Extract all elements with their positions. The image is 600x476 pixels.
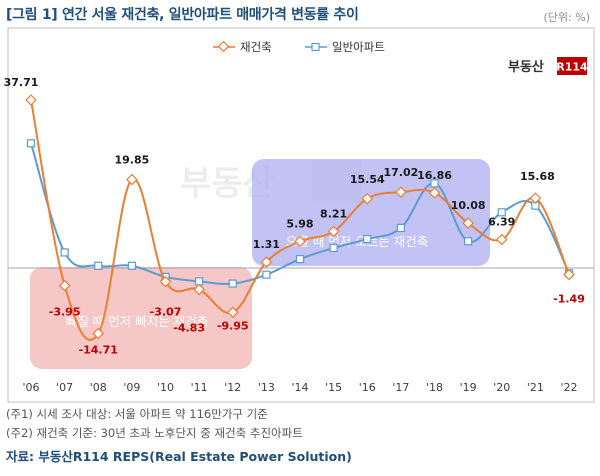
point-reconstruction — [159, 275, 172, 288]
point-general — [396, 223, 405, 233]
data-label: -14.71 — [79, 344, 118, 357]
x-tick-label: '08 — [90, 381, 107, 394]
point-general — [262, 270, 271, 279]
point-reconstruction — [529, 192, 542, 204]
chart-title: [그림 1] 연간 서울 재건축, 일반아파트 매매가격 변동률 추이 — [6, 7, 359, 23]
x-tick-label: '11 — [191, 381, 208, 394]
point-general — [295, 254, 305, 264]
footnote-2: (주2) 재건축 기준: 30년 초과 노후단지 중 재건축 추진아파트 — [6, 426, 303, 440]
point-reconstruction — [260, 256, 273, 268]
svg-text:부동산: 부동산 — [508, 59, 544, 75]
legend-reconstruction: 재건축 — [240, 40, 272, 54]
point-general — [497, 208, 506, 217]
data-label: 8.21 — [320, 207, 347, 220]
point-general — [26, 139, 36, 148]
point-reconstruction — [495, 233, 508, 246]
data-label: 10.08 — [451, 199, 486, 212]
point-reconstruction — [327, 225, 340, 238]
x-tick-label: '16 — [359, 381, 376, 394]
point-reconstruction — [395, 186, 407, 198]
legend: 재건축 일반아파트 — [213, 40, 385, 54]
data-label: 15.54 — [350, 173, 385, 186]
point-general — [60, 248, 69, 257]
x-tick-label: '14 — [291, 381, 308, 394]
data-label: -3.95 — [49, 306, 81, 319]
source-line: 자료: 부동산R114 REPS(Real Estate Power Solut… — [6, 449, 352, 464]
point-reconstruction — [428, 187, 441, 199]
x-tick-label: '10 — [157, 381, 174, 394]
brand-logo: 부동산 R114 — [508, 57, 588, 75]
data-label: 16.86 — [417, 169, 452, 182]
series-line-0 — [30, 99, 570, 341]
data-label: -9.95 — [217, 319, 249, 332]
svg-text:R114: R114 — [556, 61, 588, 74]
point-reconstruction — [361, 192, 374, 205]
footnotes: (주1) 시세 조사 대상: 서울 아파트 약 116만가구 기준 (주2) 재… — [6, 405, 303, 443]
data-label: -3.07 — [150, 306, 182, 319]
legend-general: 일반아파트 — [332, 40, 385, 54]
point-reconstruction — [58, 279, 71, 292]
point-reconstruction — [226, 306, 239, 319]
point-general — [228, 279, 237, 288]
plot-frame — [7, 27, 595, 403]
point-general — [430, 179, 439, 188]
x-tick-label: '15 — [325, 381, 342, 394]
x-tick-label: '20 — [493, 381, 510, 394]
x-tick-label: '18 — [426, 381, 443, 394]
data-label: 6.39 — [488, 216, 515, 229]
x-tick-label: '17 — [392, 381, 409, 394]
footnote-1: (주1) 시세 조사 대상: 서울 아파트 약 116만가구 기준 — [6, 407, 268, 421]
point-reconstruction — [462, 217, 474, 229]
x-tick-label: '19 — [460, 381, 477, 394]
data-label: 1.31 — [253, 238, 280, 251]
point-reconstruction — [25, 94, 37, 106]
point-reconstruction — [294, 235, 306, 248]
point-general — [363, 234, 372, 244]
point-reconstruction — [126, 173, 138, 186]
data-label: -4.83 — [173, 322, 205, 335]
x-tick-label: '21 — [527, 381, 544, 394]
x-tick-label: '09 — [123, 381, 140, 394]
point-general — [127, 261, 136, 270]
point-reconstruction — [193, 283, 205, 296]
point-general — [329, 243, 338, 253]
point-general — [94, 261, 103, 270]
data-label: -1.49 — [553, 293, 585, 306]
point-reconstruction — [92, 327, 105, 340]
x-tick-label: '13 — [258, 381, 275, 394]
unit-label: (단위: %) — [543, 11, 590, 24]
data-label: 5.98 — [286, 217, 313, 230]
x-tick-label: '07 — [56, 381, 73, 394]
data-label: 37.71 — [4, 76, 39, 89]
point-general — [464, 237, 473, 246]
x-tick-label: '12 — [224, 381, 241, 394]
point-reconstruction — [563, 268, 575, 281]
data-label: 15.68 — [520, 170, 555, 183]
x-tick-label: '22 — [560, 381, 577, 394]
data-label: 17.02 — [383, 166, 418, 179]
data-label: 19.85 — [114, 154, 149, 167]
x-tick-label: '06 — [22, 381, 39, 394]
